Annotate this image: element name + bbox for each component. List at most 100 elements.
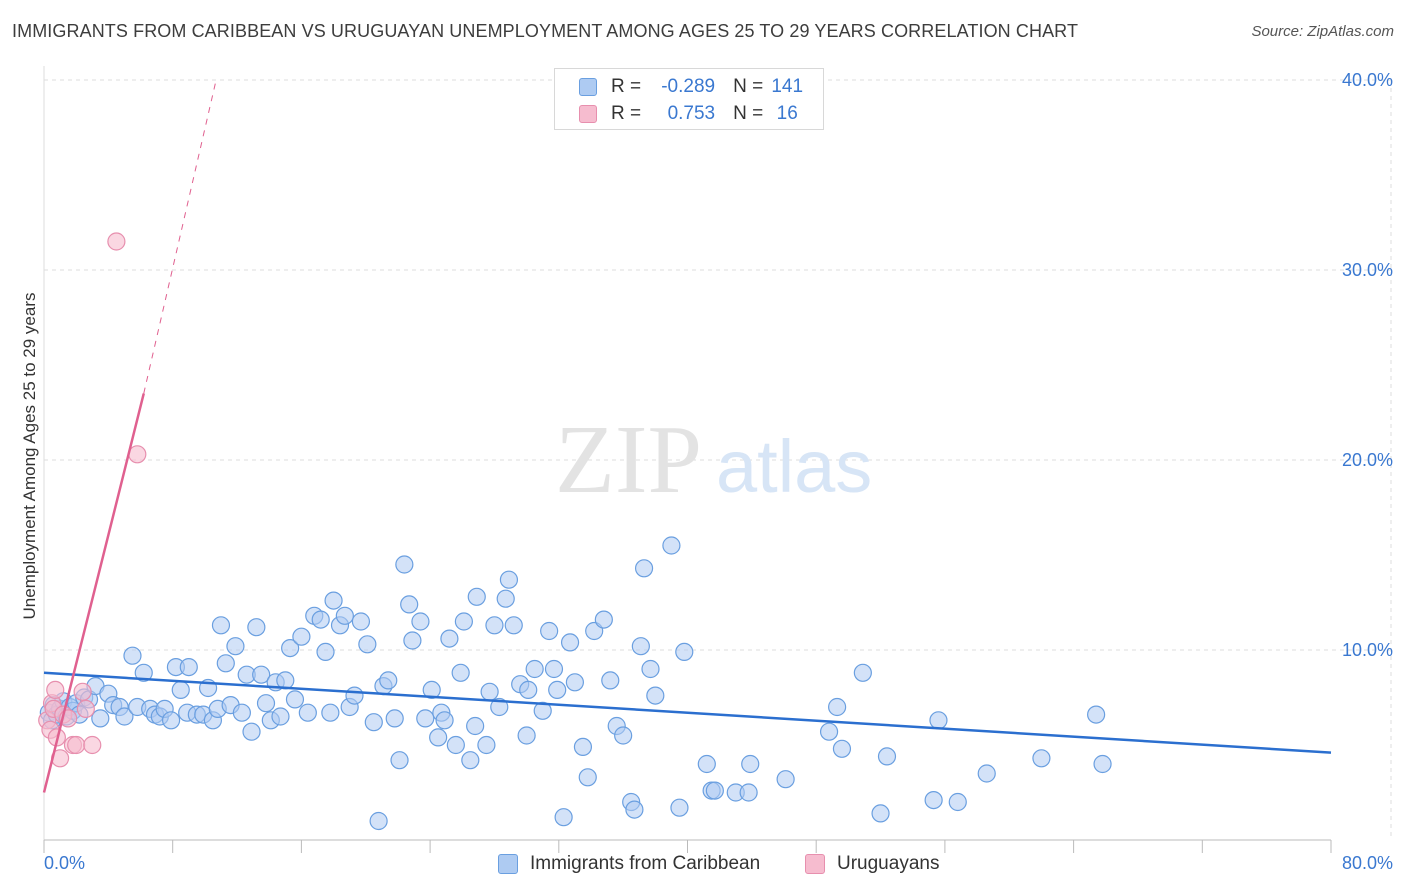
axes <box>43 839 1332 853</box>
legend-row-caribbean: R = -0.289 N = 141 <box>579 76 805 98</box>
y-tick-label: 30.0% <box>1342 260 1393 280</box>
legend-swatch-uruguayans <box>579 105 597 123</box>
bottom-legend-label: Uruguayans <box>837 853 940 874</box>
caribbean-point <box>232 703 251 722</box>
caribbean-point <box>467 587 486 606</box>
caribbean-point <box>379 671 398 690</box>
caribbean-point <box>578 768 597 787</box>
uruguayan-point <box>73 682 92 701</box>
caribbean-point <box>134 663 153 682</box>
caribbean-point <box>601 671 620 690</box>
caribbean-points <box>39 536 1112 831</box>
caribbean-point <box>115 707 134 726</box>
bottom-legend-uruguayans: Uruguayans <box>805 851 939 877</box>
legend-r-label: R = <box>611 76 642 97</box>
caribbean-point <box>776 770 795 789</box>
caribbean-point <box>485 616 504 635</box>
uruguayan-point <box>128 445 147 464</box>
caribbean-point <box>324 591 343 610</box>
trend-lines <box>42 79 1332 793</box>
uruguayan-point <box>107 232 126 251</box>
caribbean-point <box>519 680 538 700</box>
legend-n-value: 16 <box>776 103 798 124</box>
bottom-legend-swatch-caribbean <box>498 854 518 874</box>
source-credit: Source: ZipAtlas.com <box>1251 23 1394 40</box>
caribbean-point <box>451 663 470 682</box>
caribbean-point <box>416 709 435 728</box>
caribbean-point <box>1032 749 1051 768</box>
caribbean-point <box>675 642 694 662</box>
caribbean-point <box>454 612 473 631</box>
caribbean-point <box>548 680 567 700</box>
caribbean-point <box>247 618 266 637</box>
caribbean-point <box>281 638 300 658</box>
caribbean-point <box>646 686 665 705</box>
watermark-zip: ZIP <box>555 406 702 514</box>
caribbean-point <box>345 686 364 705</box>
caribbean-point <box>662 536 681 555</box>
caribbean-point <box>525 659 544 679</box>
caribbean-point <box>123 646 142 665</box>
uruguayan-trend-line <box>143 79 217 394</box>
legend-r-value: 0.753 <box>667 103 716 124</box>
legend-r-value: -0.289 <box>661 76 716 97</box>
caribbean-point <box>335 606 354 625</box>
caribbean-point <box>466 716 485 736</box>
caribbean-point <box>594 610 613 629</box>
caribbean-point <box>358 635 377 654</box>
caribbean-point <box>496 589 515 608</box>
caribbean-point <box>948 792 967 812</box>
caribbean-point <box>1087 705 1106 724</box>
caribbean-point <box>670 798 689 817</box>
legend-n-label: N = <box>733 103 764 124</box>
caribbean-point <box>924 790 943 810</box>
watermark: ZIP atlas <box>555 406 872 514</box>
caribbean-point <box>705 781 724 800</box>
chart-title: IMMIGRANTS FROM CARIBBEAN VS URUGUAYAN U… <box>12 21 1079 41</box>
legend-n-value: 141 <box>771 76 804 97</box>
y-tick-label: 20.0% <box>1342 450 1393 470</box>
caribbean-point <box>242 722 261 741</box>
caribbean-point <box>271 707 290 726</box>
caribbean-point <box>517 726 536 745</box>
caribbean-point <box>385 709 404 728</box>
caribbean-point <box>292 627 311 646</box>
caribbean-trend-line <box>43 671 1332 754</box>
legend-n-label: N = <box>733 76 764 97</box>
x-tick-label: 80.0% <box>1342 853 1393 873</box>
caribbean-point <box>739 783 758 802</box>
legend-r-label: R = <box>611 103 642 124</box>
caribbean-point <box>285 690 305 709</box>
caribbean-point <box>565 673 584 692</box>
uruguayan-trend-line <box>42 393 145 793</box>
caribbean-point <box>832 739 852 758</box>
caribbean-point <box>435 711 454 730</box>
caribbean-point <box>544 659 564 679</box>
caribbean-point <box>311 610 330 629</box>
caribbean-point <box>316 642 335 662</box>
caribbean-point <box>351 612 371 631</box>
y-tick-label: 40.0% <box>1342 70 1393 90</box>
caribbean-point <box>440 629 459 648</box>
caribbean-point <box>977 764 996 783</box>
caribbean-point <box>422 680 441 700</box>
caribbean-point <box>871 804 890 823</box>
caribbean-point <box>256 694 276 713</box>
caribbean-point <box>1093 754 1112 774</box>
uruguayan-points <box>38 232 147 768</box>
caribbean-point <box>560 633 580 652</box>
caribbean-point <box>369 811 388 831</box>
legend-row-uruguayans: R = 0.753 N = 16 <box>579 103 805 125</box>
caribbean-point <box>697 754 716 774</box>
caribbean-point <box>403 631 422 650</box>
uruguayan-point <box>76 699 95 719</box>
caribbean-point <box>828 697 847 717</box>
caribbean-point <box>819 722 839 741</box>
caribbean-point <box>161 711 181 730</box>
caribbean-point <box>631 637 650 656</box>
caribbean-point <box>461 751 480 770</box>
caribbean-point <box>91 709 110 728</box>
caribbean-point <box>171 680 190 700</box>
uruguayan-point <box>83 735 102 755</box>
caribbean-point <box>573 737 593 757</box>
